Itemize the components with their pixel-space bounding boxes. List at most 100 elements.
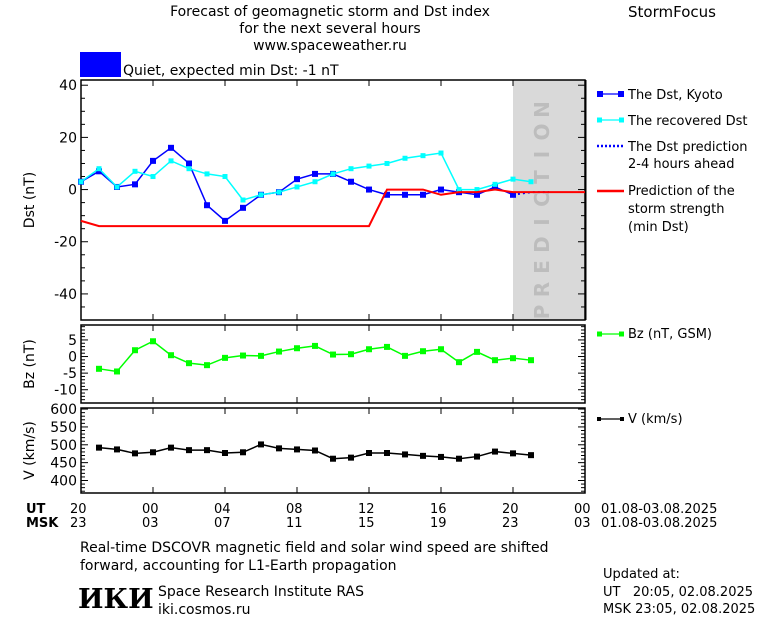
prediction-letter: E — [530, 260, 554, 274]
title-line1: Forecast of geomagnetic storm and Dst in… — [170, 4, 490, 20]
data-point — [168, 144, 174, 151]
data-point — [438, 346, 444, 353]
data-point — [222, 450, 228, 456]
prediction-letter: R — [530, 282, 554, 297]
data-point — [510, 176, 516, 182]
data-point — [114, 184, 120, 190]
note-line2: forward, accounting for L1-Earth propaga… — [80, 558, 397, 574]
updated-ut: UT 20:05, 02.08.2025 — [603, 585, 754, 600]
data-point — [204, 447, 210, 454]
brand-label: StormFocus — [628, 3, 716, 21]
data-point — [240, 197, 246, 203]
legend-marker — [597, 117, 602, 123]
status-text: Quiet, expected min Dst: -1 nT — [123, 63, 339, 79]
data-point — [456, 455, 462, 462]
data-point — [294, 176, 300, 183]
msk-tick-label: 15 — [358, 516, 375, 531]
y-tick-label: -5 — [63, 366, 77, 382]
y-tick-label: 600 — [50, 402, 77, 418]
legend-pred-2: 2-4 hours ahead — [628, 157, 735, 172]
y-tick-label: 0 — [68, 350, 77, 366]
data-point — [492, 448, 498, 455]
panel-frame — [80, 407, 586, 494]
y-tick-label: -40 — [54, 287, 77, 303]
data-point — [96, 444, 102, 451]
data-point — [294, 345, 300, 352]
y-tick-label: 20 — [59, 130, 77, 146]
legend-marker — [619, 331, 624, 337]
data-point — [528, 357, 534, 364]
y-tick-label: 500 — [50, 438, 77, 454]
data-point — [402, 352, 408, 359]
data-point — [186, 160, 192, 167]
data-point — [402, 155, 408, 161]
y-axis-label: V (km/s) — [22, 421, 38, 480]
prediction-letter: T — [530, 170, 554, 184]
data-point — [366, 450, 372, 456]
data-point — [438, 150, 444, 156]
data-point — [528, 179, 534, 185]
data-point — [168, 352, 174, 359]
data-point — [204, 362, 210, 369]
data-point — [474, 187, 480, 193]
msk-tick-label: 23 — [70, 516, 87, 531]
data-point — [96, 166, 102, 172]
msk-tick-label: 23 — [502, 516, 519, 531]
msk-range: 01.08-03.08.2025 — [601, 516, 718, 531]
updated-label: Updated at: — [603, 567, 680, 582]
data-point — [402, 191, 408, 198]
data-point — [456, 359, 462, 366]
data-point — [384, 343, 390, 350]
data-point — [402, 451, 408, 458]
data-point — [438, 453, 444, 460]
data-point — [366, 163, 372, 169]
data-point — [186, 360, 192, 367]
y-tick-label: 40 — [59, 78, 77, 94]
prediction-letter: N — [530, 101, 554, 118]
data-point — [96, 365, 102, 372]
legend-marker — [597, 331, 602, 337]
data-point — [150, 157, 156, 164]
ut-tick-label: 20 — [502, 502, 519, 517]
ut-range: 01.08-03.08.2025 — [601, 502, 718, 517]
data-point — [258, 441, 264, 448]
msk-tick-label: 19 — [430, 516, 447, 531]
data-point — [492, 183, 498, 190]
msk-tick-label: 07 — [214, 516, 231, 531]
data-point — [276, 189, 282, 195]
data-point — [384, 160, 390, 166]
institute-name: Space Research Institute RAS — [158, 584, 364, 600]
legend-dst-kyoto: The Dst, Kyoto — [628, 88, 723, 103]
data-point — [96, 168, 102, 175]
ut-tick-label: 20 — [70, 502, 87, 517]
data-point — [348, 351, 354, 358]
data-point — [366, 186, 372, 193]
data-point — [204, 171, 210, 177]
panel-frame — [80, 79, 586, 321]
legend-storm-3: (min Dst) — [628, 220, 689, 235]
data-point — [114, 446, 120, 453]
data-point — [150, 338, 156, 345]
data-point — [438, 186, 444, 193]
ut-tick-label: 00 — [574, 502, 591, 517]
y-tick-label: 0 — [68, 183, 77, 199]
updated-msk: MSK 23:05, 02.08.2025 — [603, 602, 756, 617]
y-tick-label: 5 — [68, 333, 77, 349]
institute-website[interactable]: iki.cosmos.ru — [158, 602, 251, 618]
data-point — [132, 450, 138, 457]
data-point — [222, 217, 228, 224]
data-point — [240, 204, 246, 211]
prediction-letter: I — [530, 151, 554, 158]
data-point — [222, 174, 228, 180]
msk-tick-label: 03 — [574, 516, 591, 531]
data-point — [294, 446, 300, 453]
data-point — [168, 444, 174, 451]
data-point — [510, 450, 516, 457]
data-point — [492, 357, 498, 364]
legend-marker — [597, 417, 601, 421]
data-point — [276, 348, 282, 355]
data-point — [258, 352, 264, 359]
data-point — [420, 191, 426, 198]
data-point — [312, 447, 318, 454]
data-point — [186, 447, 192, 454]
